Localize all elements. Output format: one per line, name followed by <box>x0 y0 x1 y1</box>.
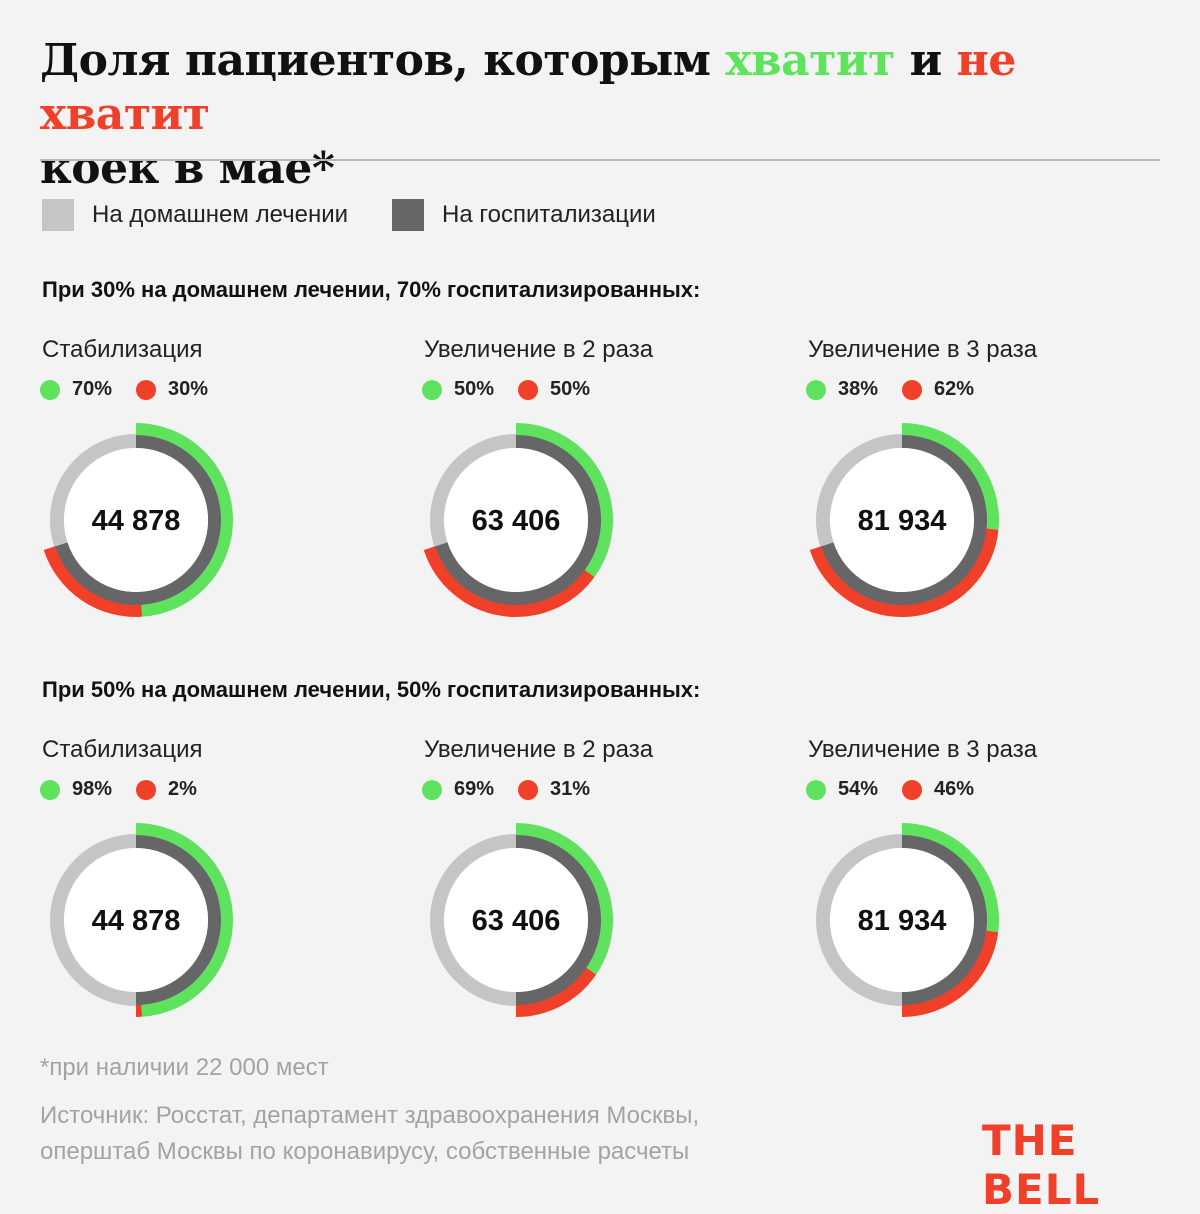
donut-percentages: 98% 2% <box>40 778 400 801</box>
title-divider <box>40 159 1160 161</box>
page-title: Доля пациентов, которым хватит и не хват… <box>40 34 1160 196</box>
pct-dot-not-enough <box>518 780 538 800</box>
section-title-2: При 50% на домашнем лечении, 50% госпита… <box>42 677 700 703</box>
pct-enough: 70% <box>40 378 112 401</box>
pct-dot-enough <box>40 380 60 400</box>
legend-label-hospital: На госпитализации <box>442 201 656 229</box>
donut-header: Увеличение в 3 раза 38% 62% <box>806 336 1166 401</box>
pct-value-not-enough: 62% <box>934 378 974 401</box>
pct-value-enough: 70% <box>72 378 112 401</box>
pct-enough: 38% <box>806 378 878 401</box>
donut-percentages: 54% 46% <box>806 778 1166 801</box>
pct-value-not-enough: 30% <box>168 378 208 401</box>
title-part2: коек в мае* <box>40 143 334 194</box>
the-bell-logo: THE BELL <box>982 1116 1200 1214</box>
donut-header: Стабилизация 98% 2% <box>40 736 400 801</box>
donut-chart: 63 406 <box>406 410 626 630</box>
pct-value-enough: 54% <box>838 778 878 801</box>
donut-chart: 44 878 <box>26 810 246 1030</box>
pct-dot-not-enough <box>136 780 156 800</box>
donut-title: Стабилизация <box>42 736 400 764</box>
pct-not-enough: 46% <box>902 778 974 801</box>
source-line-2: оперштаб Москвы по коронавирусу, собстве… <box>40 1134 699 1170</box>
source-note: Источник: Росстат, департамент здравоохр… <box>40 1098 699 1170</box>
title-mid: и <box>895 35 957 86</box>
footnote: *при наличии 22 000 мест <box>40 1054 329 1082</box>
pct-dot-not-enough <box>136 380 156 400</box>
donut-percentages: 69% 31% <box>422 778 782 801</box>
pct-value-enough: 98% <box>72 778 112 801</box>
pct-dot-enough <box>40 780 60 800</box>
donut-chart: 63 406 <box>406 810 626 1030</box>
donut-title: Увеличение в 3 раза <box>808 736 1166 764</box>
donut-total-value: 63 406 <box>472 505 561 537</box>
donut-title: Стабилизация <box>42 336 400 364</box>
pct-value-enough: 38% <box>838 378 878 401</box>
donut-percentages: 50% 50% <box>422 378 782 401</box>
pct-value-enough: 69% <box>454 778 494 801</box>
donut-chart: 44 878 <box>26 410 246 630</box>
pct-not-enough: 30% <box>136 378 208 401</box>
donut-header: Увеличение в 2 раза 69% 31% <box>422 736 782 801</box>
pct-not-enough: 31% <box>518 778 590 801</box>
pct-dot-not-enough <box>518 380 538 400</box>
pct-value-not-enough: 2% <box>168 778 197 801</box>
pct-dot-not-enough <box>902 780 922 800</box>
pct-value-not-enough: 31% <box>550 778 590 801</box>
section-title-1: При 30% на домашнем лечении, 70% госпита… <box>42 277 700 303</box>
pct-enough: 69% <box>422 778 494 801</box>
donut-percentages: 38% 62% <box>806 378 1166 401</box>
donut-total-value: 44 878 <box>92 505 181 537</box>
legend-item-hospital: На госпитализации <box>392 199 656 231</box>
pct-enough: 50% <box>422 378 494 401</box>
legend-swatch-home <box>42 199 74 231</box>
donut-title: Увеличение в 2 раза <box>424 336 782 364</box>
donut-chart: 81 934 <box>792 410 1012 630</box>
legend: На домашнем лечении На госпитализации <box>42 199 700 231</box>
pct-dot-enough <box>422 780 442 800</box>
donut-title: Увеличение в 2 раза <box>424 736 782 764</box>
donut-chart: 81 934 <box>792 810 1012 1030</box>
pct-dot-enough <box>806 380 826 400</box>
donut-title: Увеличение в 3 раза <box>808 336 1166 364</box>
donut-total-value: 63 406 <box>472 905 561 937</box>
donut-total-value: 44 878 <box>92 905 181 937</box>
pct-not-enough: 62% <box>902 378 974 401</box>
pct-enough: 98% <box>40 778 112 801</box>
title-part1: Доля пациентов, которым <box>40 35 725 86</box>
pct-value-enough: 50% <box>454 378 494 401</box>
legend-item-home: На домашнем лечении <box>42 199 348 231</box>
legend-label-home: На домашнем лечении <box>92 201 348 229</box>
donut-percentages: 70% 30% <box>40 378 400 401</box>
donut-header: Стабилизация 70% 30% <box>40 336 400 401</box>
donut-header: Увеличение в 3 раза 54% 46% <box>806 736 1166 801</box>
donut-total-value: 81 934 <box>858 505 947 537</box>
donut-total-value: 81 934 <box>858 905 947 937</box>
pct-dot-not-enough <box>902 380 922 400</box>
legend-swatch-hospital <box>392 199 424 231</box>
title-green-word: хватит <box>725 35 894 86</box>
pct-value-not-enough: 50% <box>550 378 590 401</box>
pct-dot-enough <box>422 380 442 400</box>
pct-enough: 54% <box>806 778 878 801</box>
source-line-1: Источник: Росстат, департамент здравоохр… <box>40 1098 699 1134</box>
pct-dot-enough <box>806 780 826 800</box>
pct-not-enough: 50% <box>518 378 590 401</box>
pct-not-enough: 2% <box>136 778 197 801</box>
pct-value-not-enough: 46% <box>934 778 974 801</box>
donut-header: Увеличение в 2 раза 50% 50% <box>422 336 782 401</box>
